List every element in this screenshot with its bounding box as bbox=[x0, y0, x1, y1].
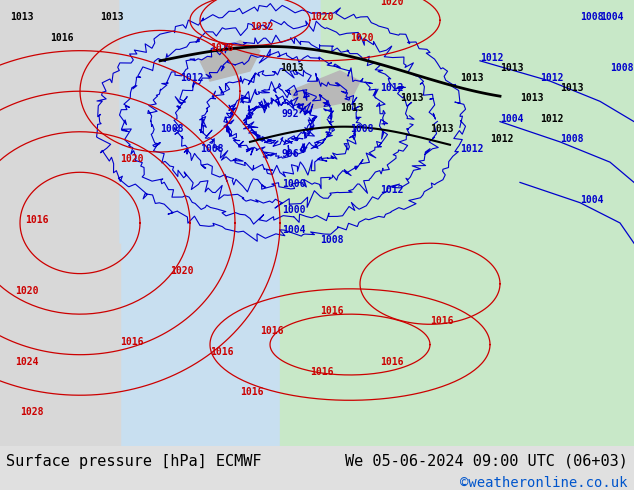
Text: 1013: 1013 bbox=[560, 83, 583, 93]
Text: 1013: 1013 bbox=[100, 12, 124, 22]
Text: 1008: 1008 bbox=[200, 144, 224, 154]
Text: 1020: 1020 bbox=[170, 266, 193, 275]
Text: ©weatheronline.co.uk: ©weatheronline.co.uk bbox=[460, 476, 628, 490]
Text: 1008: 1008 bbox=[350, 124, 373, 134]
Text: 1020: 1020 bbox=[380, 0, 403, 7]
Text: Surface pressure [hPa] ECMWF: Surface pressure [hPa] ECMWF bbox=[6, 454, 262, 469]
Text: 1004: 1004 bbox=[600, 12, 623, 22]
Text: 1016: 1016 bbox=[240, 387, 264, 397]
Text: 1004: 1004 bbox=[282, 225, 306, 235]
Polygon shape bbox=[290, 71, 360, 112]
Text: 1020: 1020 bbox=[310, 12, 333, 22]
Text: 1008: 1008 bbox=[160, 124, 183, 134]
Text: 1012: 1012 bbox=[490, 134, 514, 144]
Text: 1013: 1013 bbox=[520, 93, 543, 103]
Text: 1016: 1016 bbox=[50, 32, 74, 43]
Text: We 05-06-2024 09:00 UTC (06+03): We 05-06-2024 09:00 UTC (06+03) bbox=[345, 454, 628, 469]
Text: 1016: 1016 bbox=[260, 326, 283, 337]
Polygon shape bbox=[280, 0, 634, 446]
Text: 1028: 1028 bbox=[20, 408, 44, 417]
Text: 1032: 1032 bbox=[250, 23, 273, 32]
Text: 1013: 1013 bbox=[500, 63, 524, 73]
Text: 1013: 1013 bbox=[460, 73, 484, 83]
Text: 1000: 1000 bbox=[282, 179, 306, 190]
Text: 1013: 1013 bbox=[10, 12, 34, 22]
Bar bbox=[0, 0, 120, 446]
Text: 996: 996 bbox=[282, 149, 300, 159]
Text: 1008: 1008 bbox=[320, 235, 344, 245]
Text: 1013: 1013 bbox=[340, 103, 363, 114]
Text: 1008: 1008 bbox=[580, 12, 604, 22]
Text: 1016: 1016 bbox=[310, 367, 333, 377]
Polygon shape bbox=[120, 0, 320, 243]
Text: 992: 992 bbox=[282, 109, 300, 119]
Text: 1016: 1016 bbox=[320, 306, 344, 316]
Text: 1000: 1000 bbox=[282, 205, 306, 215]
Text: 1004: 1004 bbox=[500, 114, 524, 123]
Text: 1016: 1016 bbox=[25, 215, 48, 225]
Text: 1008: 1008 bbox=[560, 134, 583, 144]
Text: 1012: 1012 bbox=[460, 144, 484, 154]
Text: 1016: 1016 bbox=[120, 337, 143, 346]
Text: 1008: 1008 bbox=[610, 63, 633, 73]
Text: 1020: 1020 bbox=[120, 154, 143, 164]
Text: 1012: 1012 bbox=[540, 73, 564, 83]
Text: 1012: 1012 bbox=[380, 83, 403, 93]
Text: 1016: 1016 bbox=[430, 316, 453, 326]
Text: 1020: 1020 bbox=[350, 32, 373, 43]
Text: 1016: 1016 bbox=[380, 357, 403, 367]
Text: 1004: 1004 bbox=[580, 195, 604, 205]
Text: 1012: 1012 bbox=[380, 185, 403, 195]
Text: 1012: 1012 bbox=[540, 114, 564, 123]
Text: 1013: 1013 bbox=[400, 93, 424, 103]
Text: 1016: 1016 bbox=[210, 347, 233, 357]
Text: 1012: 1012 bbox=[180, 73, 204, 83]
Text: 1028: 1028 bbox=[210, 43, 233, 52]
Text: 1013: 1013 bbox=[280, 63, 304, 73]
Polygon shape bbox=[200, 41, 260, 81]
Text: 1020: 1020 bbox=[15, 286, 39, 296]
Text: 1012: 1012 bbox=[480, 53, 503, 63]
Text: 1013: 1013 bbox=[430, 124, 453, 134]
Text: 1024: 1024 bbox=[15, 357, 39, 367]
